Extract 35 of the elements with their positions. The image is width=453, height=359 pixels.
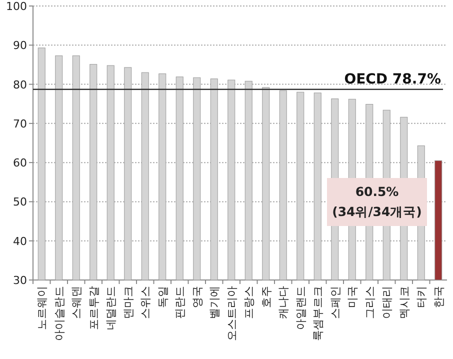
x-tick-label: 오스트리아 [225, 286, 238, 341]
x-tick-label: 포르투갈 [87, 286, 100, 330]
y-tick-label: 30 [13, 274, 27, 287]
x-tick-label: 독일 [156, 286, 170, 308]
y-tick-label: 50 [13, 196, 27, 209]
annotation: 60.5% [355, 184, 400, 199]
x-tick-label: 캐나다 [277, 286, 290, 319]
x-tick-label: 스위스 [139, 286, 152, 319]
y-tick-label: 60 [13, 156, 27, 170]
x-tick-label: 네덜란드 [104, 286, 118, 330]
x-tick-label: 스웨덴 [70, 286, 84, 319]
x-tick-label: 영국 [190, 286, 204, 308]
y-tick-label: 80 [13, 78, 27, 92]
x-tick-label: 노르웨이 [36, 286, 49, 330]
x-tick-label: 아이슬란드 [52, 286, 66, 341]
x-tick-label: 멕시코 [398, 286, 411, 319]
x-tick-label: 핀란드 [174, 286, 187, 319]
x-tick-label: 한국 [432, 286, 446, 308]
y-tick-label: 40 [13, 234, 27, 248]
y-tick-label: 100 [6, 0, 27, 13]
x-tick-label: 프랑스 [242, 286, 256, 319]
ref-line-label: OECD 78.7% [344, 71, 441, 88]
x-tick-label: 스페인 [328, 286, 342, 319]
x-tick-label: 호주 [260, 286, 273, 308]
x-tick-label: 터키 [415, 286, 428, 308]
y-tick-label: 70 [13, 117, 27, 130]
y-tick-label: 90 [13, 39, 27, 52]
x-tick-label: 벨기에 [208, 286, 222, 319]
x-tick-label: 아일랜드 [294, 286, 308, 330]
annotation: (34위/34개국) [332, 204, 422, 219]
x-tick-label: 미국 [346, 286, 360, 308]
x-tick-label: 룩셈부르크 [312, 286, 325, 341]
x-tick-label: 그리스 [363, 286, 376, 319]
x-tick-label: 이태리 [380, 286, 394, 319]
x-tick-label: 덴마크 [122, 286, 135, 319]
